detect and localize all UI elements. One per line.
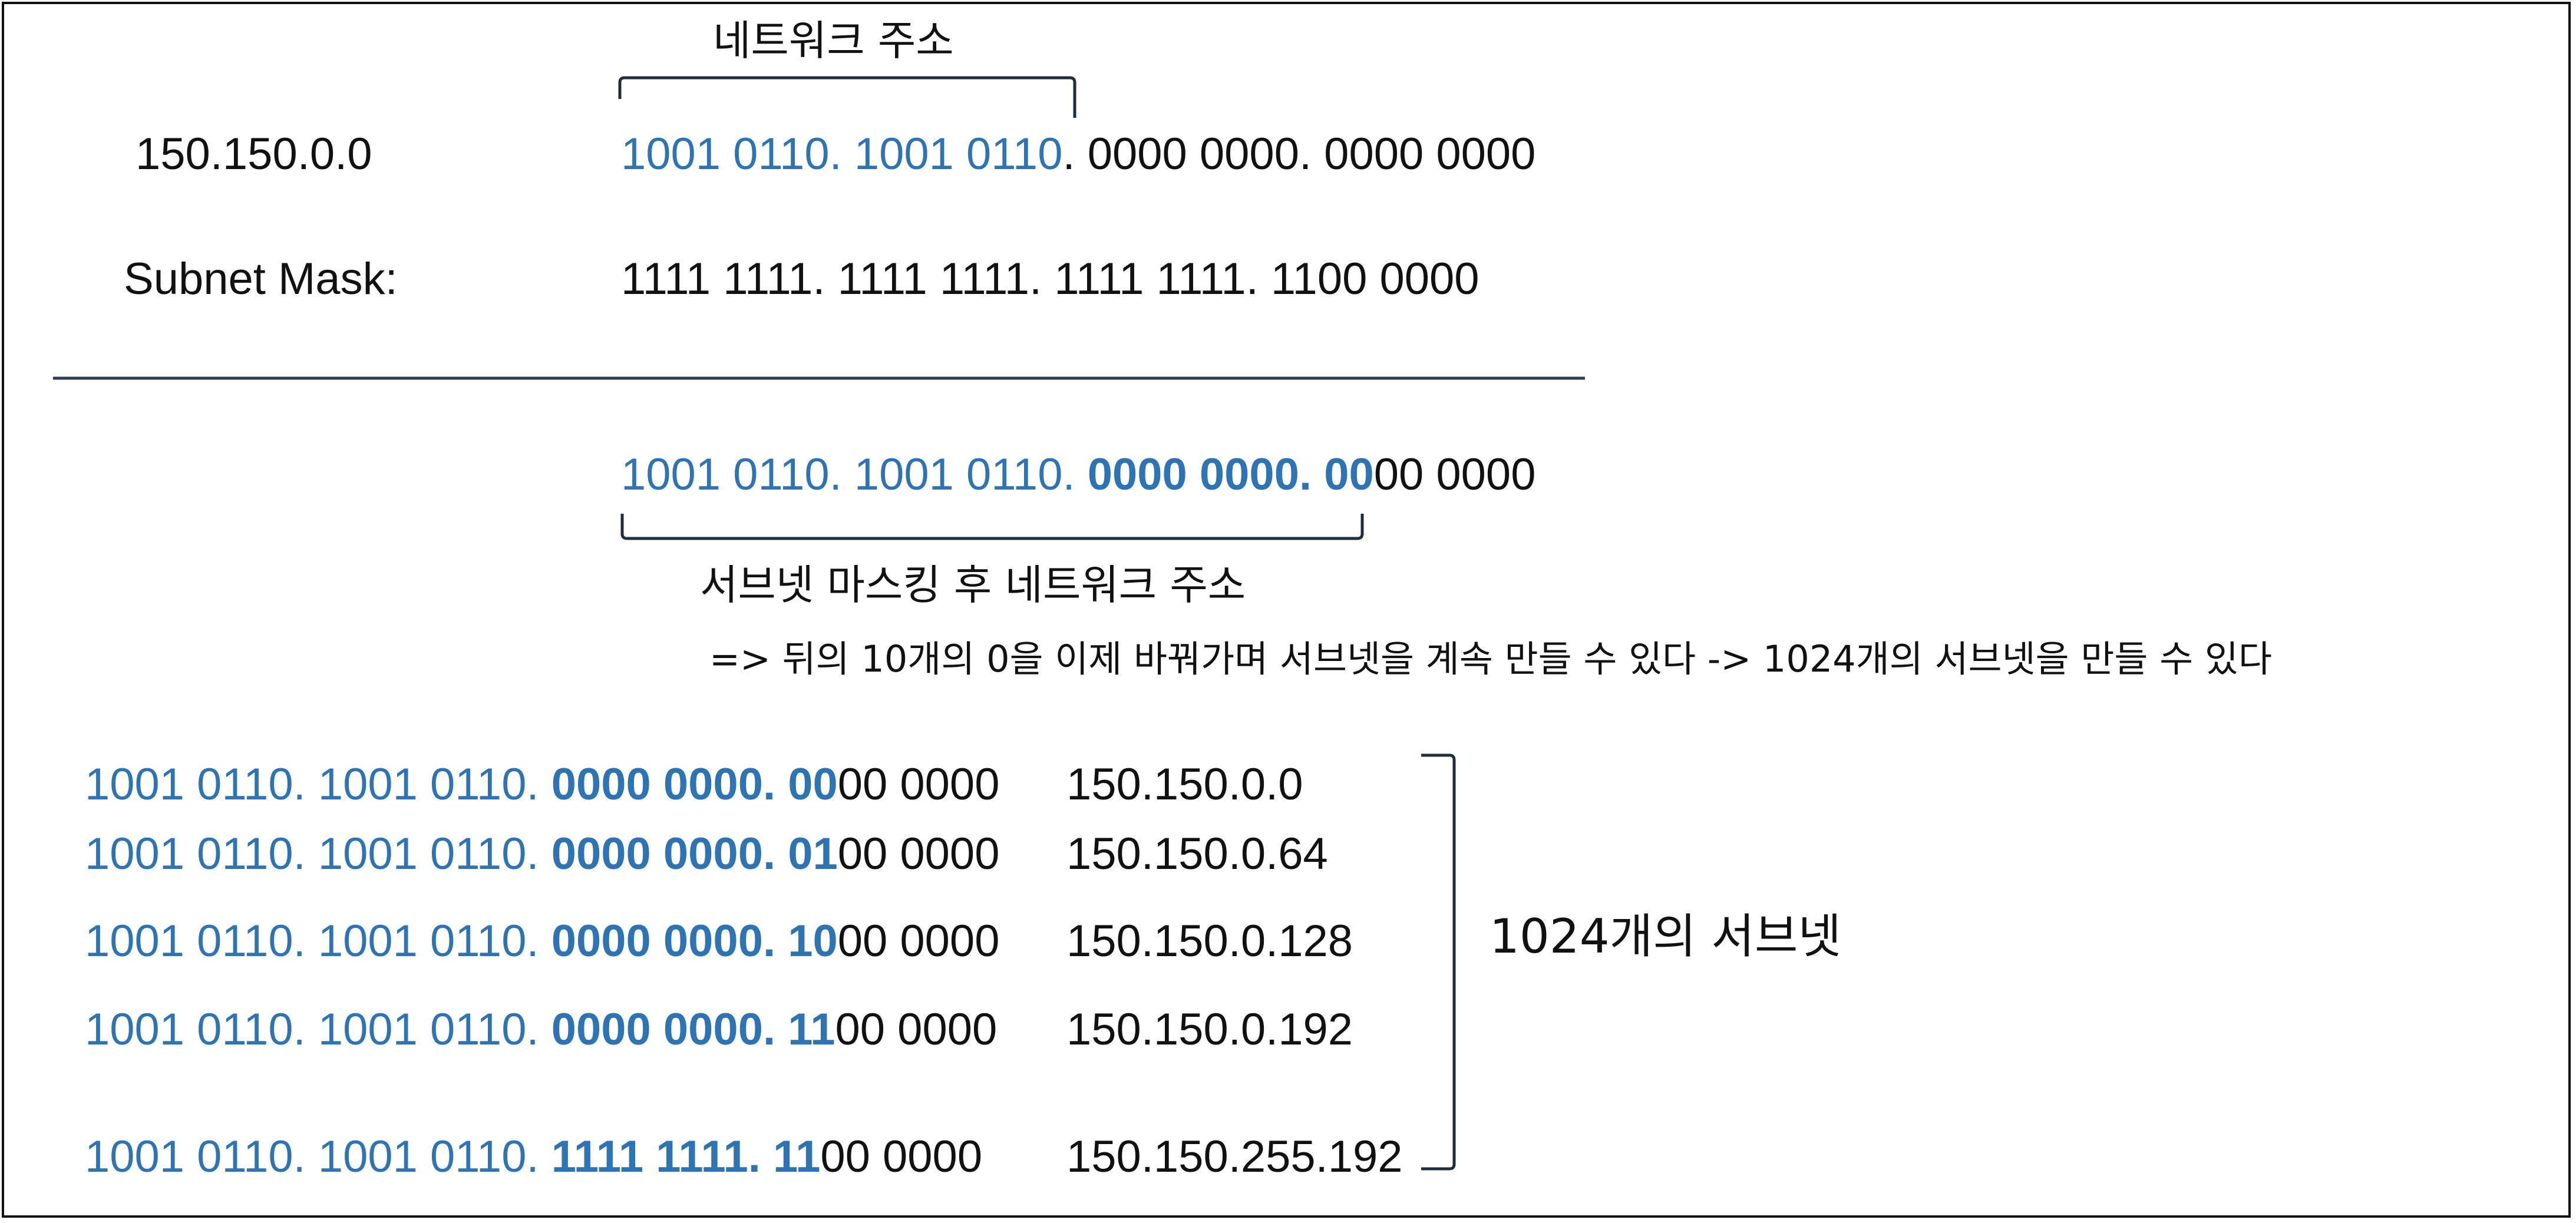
subnet-subnet-bits: 0000 0000. 11: [551, 1004, 835, 1055]
explanation-text: => 뒤의 10개의 0을 이제 바꿔가며 서브넷을 계속 만들 수 있다 ->…: [709, 637, 2272, 680]
subnet-decimal: 150.150.255.192: [1066, 1132, 1403, 1182]
masked-network-bits: 1001 0110. 1001 0110.: [621, 449, 1088, 500]
subnet-row: 1001 0110. 1001 0110. 0000 0000. 1100 00…: [85, 1007, 997, 1052]
masked-subnet-bits: 0000 0000. 00: [1087, 449, 1374, 500]
subnet-row: 1001 0110. 1001 0110. 0000 0000. 1000 00…: [85, 919, 999, 964]
masked-address-bracket: [620, 514, 1364, 540]
masked-address-label: 서브넷 마스킹 후 네트워크 주소: [700, 561, 1246, 609]
subnet-subnet-bits: 0000 0000. 10: [551, 916, 838, 966]
subnet-decimal: 150.150.0.0: [1066, 759, 1303, 809]
subnet-decimal: 150.150.0.192: [1066, 1004, 1353, 1055]
subnet-host-bits: 00 0000: [837, 759, 1000, 809]
masked-host-bits: 00 0000: [1373, 449, 1536, 500]
subnet-row: 1001 0110. 1001 0110. 0000 0000. 0100 00…: [85, 832, 999, 877]
subnet-network-bits: 1001 0110. 1001 0110.: [85, 1132, 551, 1182]
subnet-network-bits: 1001 0110. 1001 0110.: [85, 916, 551, 966]
subnet-network-bits: 1001 0110. 1001 0110.: [85, 829, 551, 879]
ip-host-bits: . 0000 0000. 0000 0000: [1062, 129, 1536, 179]
subnet-decimal: 150.150.0.128: [1066, 916, 1353, 966]
masked-address-binary: 1001 0110. 1001 0110. 0000 0000. 0000 00…: [621, 452, 1535, 497]
subnet-network-bits: 1001 0110. 1001 0110.: [85, 759, 551, 809]
subnet-decimal: 150.150.0.64: [1066, 829, 1328, 879]
subnet-host-bits: 00 0000: [837, 829, 1000, 879]
subnet-row: 1001 0110. 1001 0110. 0000 0000. 0000 00…: [85, 762, 999, 807]
subnet-subnet-bits: 1111 1111. 11: [551, 1132, 821, 1182]
subnet-subnet-bits: 0000 0000. 01: [551, 829, 838, 879]
subnet-group-bracket: [1421, 753, 1456, 1171]
subnet-host-bits: 00 0000: [837, 916, 1000, 966]
subnet-mask-label: Subnet Mask:: [124, 254, 398, 304]
subnet-host-bits: 00 0000: [820, 1132, 983, 1182]
subnet-count-label: 1024개의 서브넷: [1490, 909, 1842, 964]
network-address-label: 네트워크 주소: [713, 16, 954, 65]
subnet-subnet-bits: 0000 0000. 00: [551, 759, 838, 809]
subnet-network-bits: 1001 0110. 1001 0110.: [85, 1004, 551, 1055]
subnet-mask-binary: 1111 1111. 1111 1111. 1111 1111. 1100 00…: [621, 254, 1479, 304]
ip-address-binary: 1001 0110. 1001 0110. 0000 0000. 0000 00…: [621, 132, 1535, 177]
network-address-bracket: [618, 76, 1076, 118]
subnet-row: 1001 0110. 1001 0110. 1111 1111. 1100 00…: [85, 1135, 982, 1179]
subnet-host-bits: 00 0000: [835, 1004, 998, 1055]
ip-network-bits: 1001 0110. 1001 0110: [621, 129, 1063, 179]
ip-address-decimal: 150.150.0.0: [136, 129, 372, 179]
